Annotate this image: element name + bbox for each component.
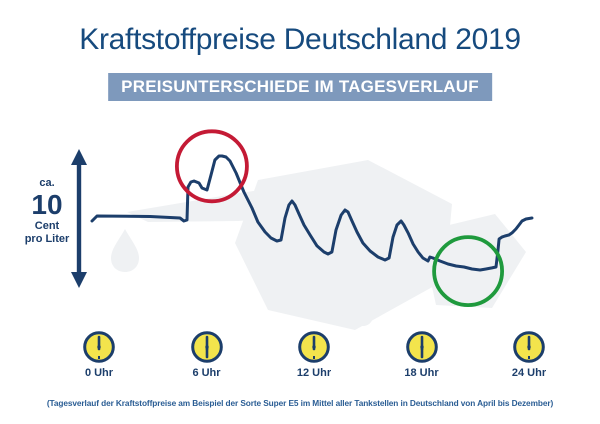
clock-icon xyxy=(190,331,223,363)
annotations xyxy=(174,129,505,308)
clock-icon xyxy=(513,331,545,363)
clock-icon xyxy=(83,331,115,363)
highlight-circle xyxy=(174,129,249,204)
price-range-label: ca. 10 Cent pro Liter xyxy=(16,177,78,246)
clock-icon xyxy=(405,331,438,363)
highlight-circle xyxy=(432,235,505,308)
clock-item: 0 Uhr xyxy=(65,330,133,379)
range-label-unit2: pro Liter xyxy=(24,233,70,245)
clock-item: 6 Uhr xyxy=(173,330,241,379)
footnote: (Tagesverlauf der Kraftstoffpreise am Be… xyxy=(46,398,554,408)
clock-item: 18 Uhr xyxy=(388,330,456,379)
clock-label: 18 Uhr xyxy=(404,367,439,379)
price-line xyxy=(90,154,534,272)
clock-label: 0 Uhr xyxy=(84,367,114,379)
clock-item: 12 Uhr xyxy=(280,330,348,379)
price-range-arrow xyxy=(71,149,87,288)
range-label-value: 10 xyxy=(31,189,63,220)
clock-item: 24 Uhr xyxy=(495,330,563,379)
page-title: Kraftstoffpreise Deutschland 2019 xyxy=(79,23,521,56)
subtitle-banner: PREISUNTERSCHIEDE IM TAGESVERLAUF xyxy=(108,73,492,101)
range-label-ca: ca. xyxy=(39,177,55,189)
clock-label: 12 Uhr xyxy=(296,367,332,379)
range-label-unit1: Cent xyxy=(34,220,60,232)
clock-label: 24 Uhr xyxy=(511,367,547,379)
clock-label: 6 Uhr xyxy=(192,367,221,379)
clock-icon xyxy=(298,331,330,363)
